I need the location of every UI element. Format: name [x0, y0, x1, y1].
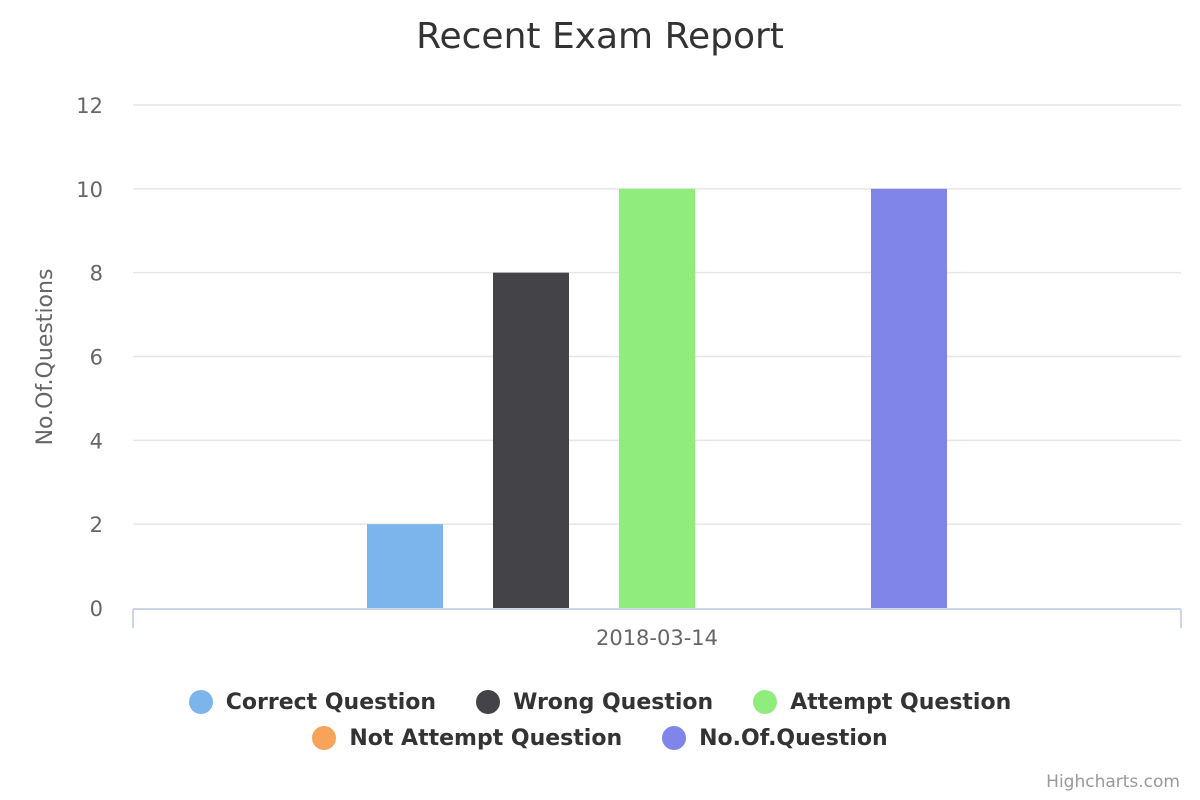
legend-label: Attempt Question — [790, 689, 1012, 715]
legend: Correct Question Wrong Question Attempt Qu… — [0, 684, 1200, 756]
legend-swatch — [662, 726, 687, 750]
bar-chart: Recent Exam Report No.Of.Questions 0 2 4 6 8… — [33, 16, 1182, 650]
y-tick-label: 10 — [76, 178, 103, 202]
y-tick-label: 4 — [90, 429, 103, 453]
bar-attempt-question[interactable] — [619, 188, 695, 609]
y-tick-label: 6 — [90, 346, 103, 370]
x-tick-label: 2018-03-14 — [596, 626, 718, 650]
legend-swatch — [312, 726, 337, 750]
legend-swatch — [753, 690, 778, 714]
bars — [367, 188, 947, 609]
y-tick-label: 2 — [90, 513, 103, 537]
legend-item-attempt-question[interactable]: Attempt Question — [753, 690, 1011, 715]
legend-label: Wrong Question — [513, 689, 714, 715]
y-tick-label: 8 — [90, 262, 103, 286]
legend-label: Not Attempt Question — [349, 725, 623, 751]
legend-item-not-attempt-question[interactable]: Not Attempt Question — [312, 726, 622, 751]
legend-label: Correct Question — [225, 689, 437, 715]
chart-title: Recent Exam Report — [416, 16, 784, 57]
y-tick-label: 0 — [90, 597, 103, 621]
x-axis: 2018-03-14 — [132, 608, 1182, 650]
legend-swatch — [188, 690, 213, 714]
legend-row: Correct Question Wrong Question Attempt Qu… — [0, 684, 1200, 720]
legend-item-wrong-question[interactable]: Wrong Question — [476, 690, 713, 715]
legend-row: Not Attempt Question No.Of.Question — [0, 720, 1200, 756]
bar-wrong-question[interactable] — [493, 272, 569, 608]
legend-item-correct-question[interactable]: Correct Question — [188, 689, 437, 715]
credits-link[interactable]: Highcharts.com — [1046, 772, 1180, 792]
y-axis-title: No.Of.Questions — [33, 269, 58, 446]
bar-no-of-question[interactable] — [871, 188, 947, 609]
y-axis-ticks: 0 2 4 6 8 10 12 — [76, 94, 103, 621]
bar-correct-question[interactable] — [367, 524, 443, 608]
legend-swatch — [476, 690, 501, 714]
y-tick-label: 12 — [76, 94, 103, 118]
legend-label: No.Of.Question — [699, 725, 888, 751]
legend-item-no-of-question[interactable]: No.Of.Question — [662, 726, 888, 751]
